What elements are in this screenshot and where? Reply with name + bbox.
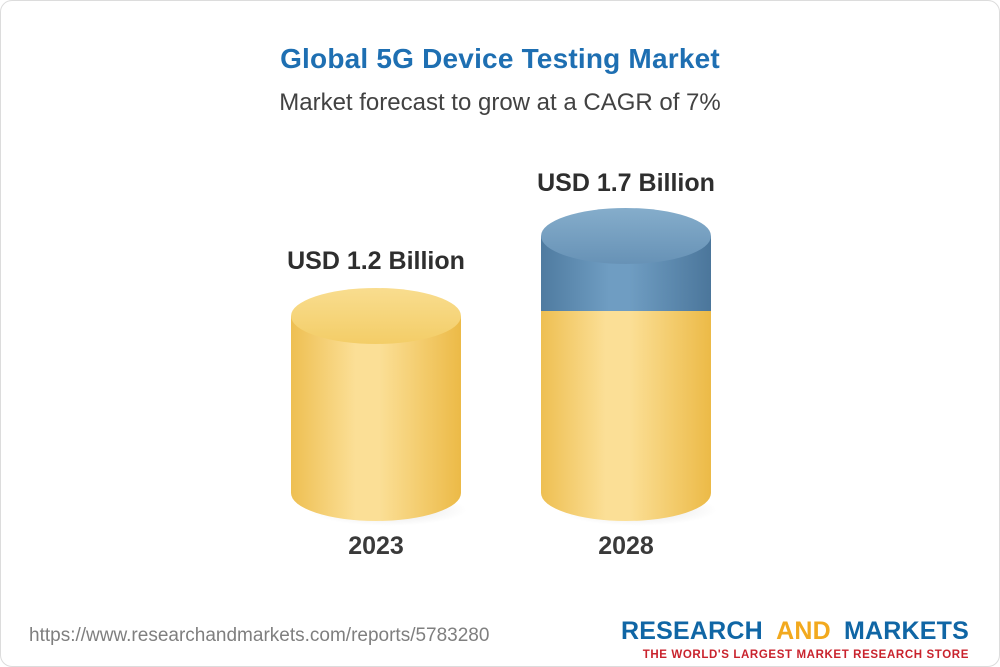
- chart-title: Global 5G Device Testing Market: [280, 43, 720, 74]
- logo-word-research: RESEARCH: [621, 617, 763, 645]
- category-label-2028: 2028: [598, 532, 654, 560]
- category-label-2023: 2023: [348, 532, 404, 560]
- value-label-2023: USD 1.2 Billion: [287, 247, 465, 275]
- research-and-markets-logo: RESEARCH AND MARKETS THE WORLD'S LARGEST…: [621, 617, 969, 661]
- cylinder-top-face-2023: [291, 288, 461, 344]
- cylinder-body-2023: [291, 316, 461, 521]
- report-url: https://www.researchandmarkets.com/repor…: [29, 625, 490, 646]
- chart-subtitle: Market forecast to grow at a CAGR of 7%: [279, 89, 721, 116]
- logo-word-and: AND: [776, 617, 831, 645]
- logo-tagline: THE WORLD'S LARGEST MARKET RESEARCH STOR…: [642, 649, 969, 661]
- base-segment-2028: [541, 311, 711, 521]
- logo-wordmark: RESEARCH AND MARKETS: [621, 617, 969, 646]
- value-label-2028: USD 1.7 Billion: [537, 169, 715, 197]
- cylinder-bar-2023: [291, 288, 461, 521]
- logo-word-markets: MARKETS: [843, 617, 969, 645]
- cylinder-bar-2028: [541, 208, 711, 521]
- cylinder-top-face-2028: [541, 208, 711, 264]
